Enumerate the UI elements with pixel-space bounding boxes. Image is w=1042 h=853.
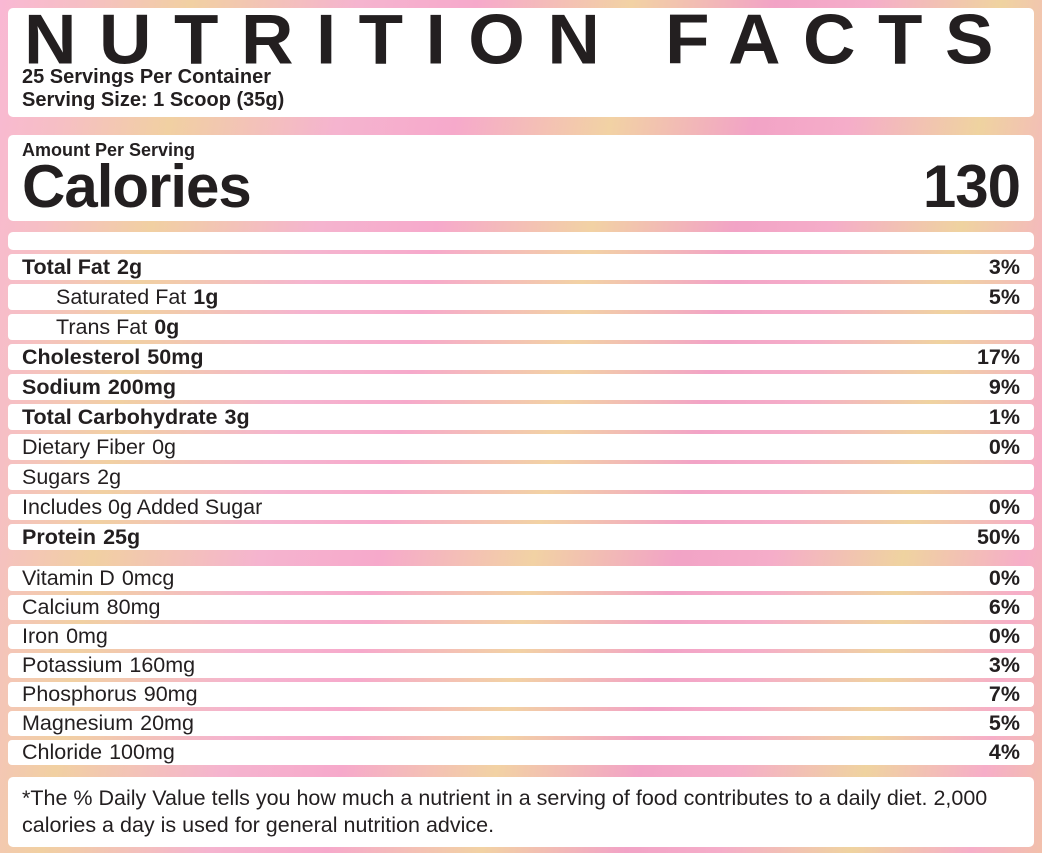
amount-per-serving-label: Amount Per Serving [22,140,196,160]
header-panel: NUTRITION FACTS 25 Servings Per Containe… [8,8,1034,117]
nutrient-amount: 0g [152,434,176,459]
nutrient-dv: 3% [988,653,1020,677]
row-cholesterol: Cholesterol 50mg 17% [8,344,1034,370]
row-magnesium: Magnesium 20mg 5% [8,711,1034,736]
nutrient-name: Total Carbohydrate [22,404,218,429]
nutrient-name: Includes 0g Added Sugar [22,494,263,519]
nutrient-name: Phosphorus [22,682,137,706]
nutrient-dv: 5% [988,284,1020,309]
row-total-fat: Total Fat 2g 3% [8,254,1034,280]
nutrient-name: Iron [22,624,60,648]
nutrient-amount: 200mg [107,374,176,399]
nutrient-amount: 3g [224,404,250,429]
nutrient-amount: 50mg [147,344,204,369]
nutrient-name: Potassium [22,653,123,677]
nutrient-amount: 20mg [140,711,194,735]
calories-panel: Amount Per Serving Calories 130 [8,135,1034,221]
nutrient-dv: 50% [976,524,1020,549]
row-vitamin-d: Vitamin D 0mcg 0% [8,566,1034,591]
row-trans-fat: Trans Fat 0g [8,314,1034,340]
servings-per-container: 25 Servings Per Container [22,66,271,88]
nutrient-dv: 7% [988,682,1020,706]
nutrient-name: Sodium [22,374,101,399]
section-gap [8,554,1034,566]
row-potassium: Potassium 160mg 3% [8,653,1034,678]
serving-size: Serving Size: 1 Scoop (35g) [22,89,285,111]
nutrient-amount: 0g [154,314,180,339]
nutrient-dv: 1% [988,404,1020,429]
nutrient-name: Saturated Fat [56,284,187,309]
nutrient-dv: 4% [988,740,1020,764]
nutrient-rows: Total Fat 2g 3% Saturated Fat 1g 5% Trans … [8,254,1034,550]
nutrient-dv: 0% [988,494,1020,519]
nutrient-amount: 2g [97,464,122,489]
row-added-sugar: Includes 0g Added Sugar 0% [8,494,1034,520]
nutrient-amount: 1g [193,284,219,309]
nutrient-name: Cholesterol [22,344,141,369]
nutrient-dv: 6% [988,595,1020,619]
nutrient-dv: 0% [988,624,1020,648]
nutrient-name: Trans Fat [56,314,148,339]
row-iron: Iron 0mg 0% [8,624,1034,649]
mineral-rows: Vitamin D 0mcg 0% Calcium 80mg 6% Iron 0mg … [8,566,1034,765]
nutrient-name: Protein [22,524,97,549]
row-chloride: Chloride 100mg 4% [8,740,1034,765]
nutrition-facts-title-text: NUTRITION FACTS [24,12,1016,66]
row-sugars: Sugars 2g [8,464,1034,490]
nutrition-facts-title: NUTRITION FACTS [24,12,1016,66]
nutrient-amount: 80mg [106,595,161,619]
nutrient-amount: 0mg [66,624,108,648]
nutrient-name: Total Fat [22,254,110,279]
row-total-carbohydrate: Total Carbohydrate 3g 1% [8,404,1034,430]
row-protein: Protein 25g 50% [8,524,1034,550]
nutrient-dv: 9% [988,374,1020,399]
nutrient-amount: 100mg [109,740,175,764]
nutrient-name: Dietary Fiber [22,434,146,459]
nutrient-dv: 3% [988,254,1020,279]
daily-value-footnote: *The % Daily Value tells you how much a … [8,777,1034,847]
row-saturated-fat: Saturated Fat 1g 5% [8,284,1034,310]
nutrient-name: Chloride [22,740,103,764]
nutrient-dv: 5% [988,711,1020,735]
nutrient-amount: 160mg [129,653,196,677]
nutrient-name: Calcium [22,595,100,619]
nutrient-dv: 0% [988,566,1020,590]
row-calcium: Calcium 80mg 6% [8,595,1034,620]
row-phosphorus: Phosphorus 90mg 7% [8,682,1034,707]
nutrient-name: Sugars [22,464,91,489]
row-dietary-fiber: Dietary Fiber 0g 0% [8,434,1034,460]
nutrient-name: Vitamin D [22,566,115,590]
row-sodium: Sodium 200mg 9% [8,374,1034,400]
spacer-panel [8,232,1034,250]
calories-value: 130 [922,153,1021,220]
calories-label: Calories [22,153,252,220]
nutrient-amount: 90mg [143,682,198,706]
nutrient-amount: 2g [116,254,143,279]
nutrient-amount: 0mcg [121,566,175,590]
nutrient-dv: 17% [976,344,1020,369]
nutrient-amount: 25g [103,524,141,549]
nutrient-name: Magnesium [22,711,134,735]
nutrient-dv: 0% [988,434,1020,459]
